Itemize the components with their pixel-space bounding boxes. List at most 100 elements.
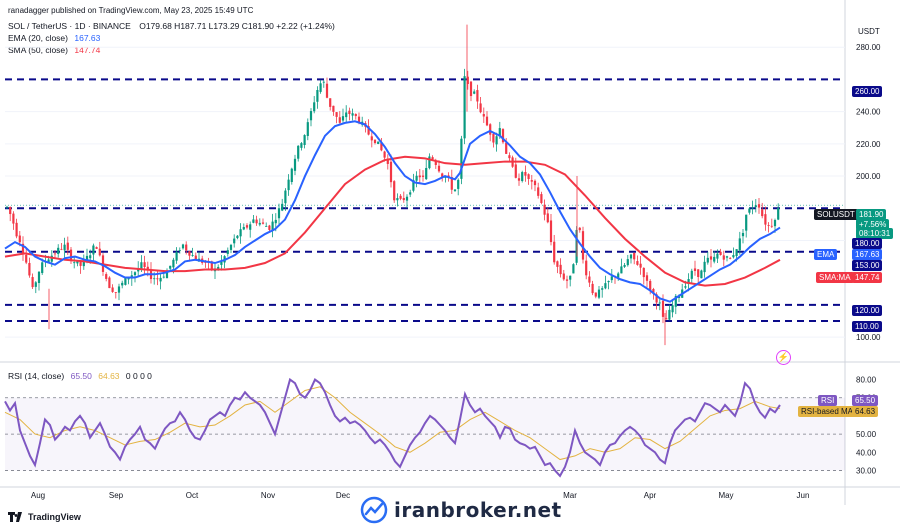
candle-body <box>684 286 687 288</box>
candle-body <box>146 266 149 270</box>
candle-body <box>514 164 517 178</box>
tradingview-logo[interactable]: TradingView <box>8 512 81 522</box>
grid-lines <box>0 0 900 505</box>
candle-body <box>738 238 741 251</box>
candle-body <box>92 245 95 255</box>
rsi-ma-value-tag: 64.63 <box>852 406 879 417</box>
candle-body <box>15 222 18 237</box>
rsi-legend-value: 65.50 <box>70 371 92 381</box>
candle-body <box>773 220 777 227</box>
rsi-legend-zeros: 0 0 0 0 <box>125 371 152 381</box>
candle-body <box>620 266 623 274</box>
candle-body <box>469 81 473 97</box>
rsi-tick-label: 80.00 <box>856 376 877 385</box>
axis-unit[interactable]: USDT <box>858 27 880 36</box>
brand-logo-icon <box>360 496 388 524</box>
candle-body <box>495 136 498 145</box>
candle-body <box>82 259 85 267</box>
candle-body <box>607 280 610 283</box>
candle-body <box>671 305 674 313</box>
candle-body <box>383 151 386 158</box>
candle-body <box>754 205 757 208</box>
candle-body <box>370 136 373 141</box>
ema-name-tag: EMA <box>814 249 838 260</box>
sma50-line <box>4 155 781 287</box>
level-180-tag: 180.00 <box>852 238 883 249</box>
candle-body <box>665 318 668 320</box>
candle-body <box>21 243 25 254</box>
candle-body <box>540 194 543 203</box>
candle-body <box>31 277 34 288</box>
candle-body <box>764 214 767 225</box>
candle-body <box>517 178 521 181</box>
candle-body <box>441 173 444 177</box>
candle-body <box>284 190 287 204</box>
candle-body <box>133 272 137 276</box>
candle-body <box>393 181 396 201</box>
candle-body <box>319 83 322 92</box>
candle-body <box>428 156 431 169</box>
candle-body <box>277 208 281 219</box>
level-110-tag: 110.00 <box>852 321 882 332</box>
candle-body <box>687 279 690 284</box>
candle-body <box>181 244 185 249</box>
candle-body <box>642 267 645 278</box>
candle-body <box>418 175 421 178</box>
candle-body <box>265 226 268 227</box>
sma-legend[interactable]: SMA (50, close) 147.74 <box>8 45 100 55</box>
rsi-legend[interactable]: RSI (14, close) 65.50 64.63 0 0 0 0 <box>8 371 152 381</box>
support-resistance-levels <box>5 78 845 323</box>
candle-body <box>185 244 188 251</box>
time-label-nov: Nov <box>261 491 275 500</box>
candle-body <box>396 198 399 201</box>
candle-body <box>460 138 463 179</box>
candle-body <box>300 143 303 148</box>
candle-body <box>623 265 626 267</box>
candle-body <box>252 219 255 223</box>
candle-body <box>178 250 181 252</box>
rsi-ma-legend-value: 64.63 <box>98 371 120 381</box>
candle-body <box>524 172 527 176</box>
ema-legend-value: 167.63 <box>74 33 101 43</box>
candle-body <box>57 247 60 254</box>
candle-body <box>329 98 332 107</box>
candle-body <box>533 180 537 186</box>
candle-body <box>649 281 652 291</box>
candle-body <box>437 165 441 172</box>
candle-body <box>655 294 658 303</box>
candle-body <box>233 238 236 244</box>
candle-body <box>700 270 703 279</box>
candle-body <box>63 244 66 251</box>
candle-body <box>261 222 265 224</box>
candle-body <box>380 142 383 151</box>
candle-body <box>722 255 725 260</box>
candle-body <box>594 292 597 297</box>
candle-body <box>425 167 428 180</box>
level-260-tag: 260.00 <box>852 86 883 97</box>
candle-body <box>306 122 309 136</box>
candle-body <box>117 286 121 293</box>
rsi-line <box>4 377 781 478</box>
symbol-name: SOL / TetherUS · 1D · BINANCE <box>8 21 131 31</box>
brand-watermark: iranbroker.net <box>360 496 562 524</box>
candle-body <box>706 257 709 263</box>
candle-body <box>450 177 453 190</box>
ema-legend[interactable]: EMA (20, close) 167.63 <box>8 33 100 43</box>
candle-body <box>546 213 549 223</box>
candle-body <box>492 133 495 143</box>
candle-body <box>415 175 418 181</box>
candle-body <box>505 142 508 154</box>
indicator-lines <box>4 120 781 303</box>
candle-body <box>25 254 28 263</box>
time-axis: Aug Sep Oct Nov Dec Mar Apr May Jun <box>31 491 810 500</box>
rsi-tick-label: 40.00 <box>856 448 877 457</box>
candle-body <box>751 207 754 209</box>
candle-body <box>153 278 156 280</box>
candle-body <box>629 254 633 259</box>
candle-body <box>335 112 338 117</box>
candle-body <box>309 111 313 121</box>
candle-body <box>674 295 677 307</box>
candle-body <box>210 261 213 270</box>
lightning-icon[interactable]: ⚡ <box>776 350 791 365</box>
